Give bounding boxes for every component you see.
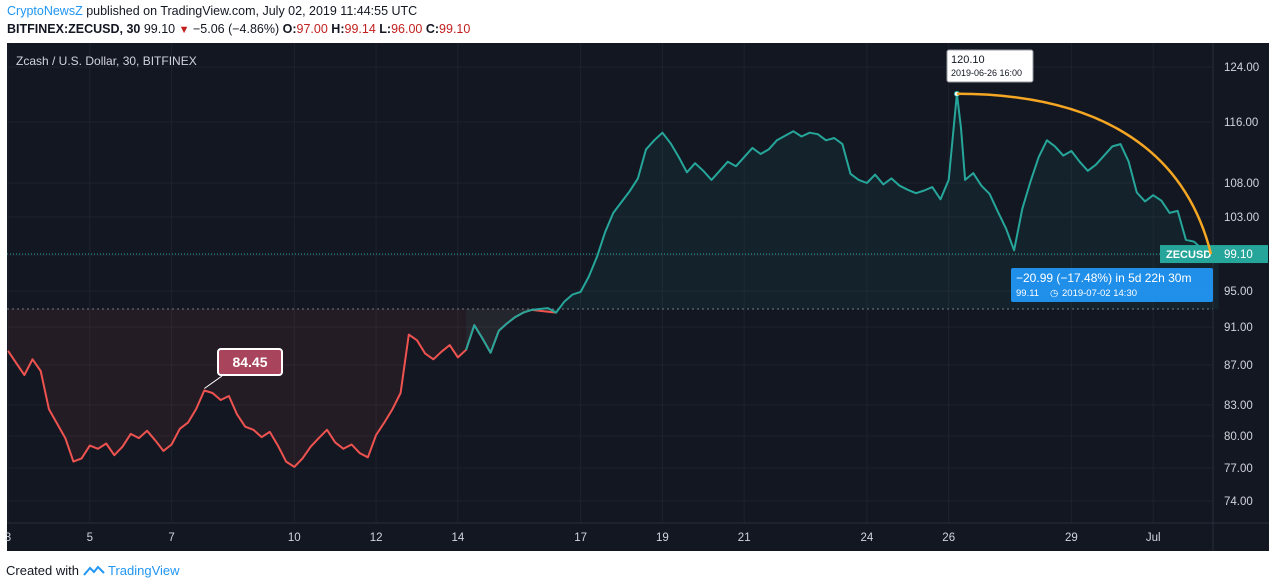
y-tick-label: 95.00 (1224, 286, 1253, 298)
symbol-label: BITFINEX:ZECUSD, 30 (7, 22, 141, 36)
x-tick-label: 12 (370, 532, 383, 544)
measure-date: 2019-07-02 14:30 (1062, 288, 1137, 299)
x-tick-label: Jul (1146, 532, 1161, 544)
tradingview-brand[interactable]: TradingView (107, 563, 180, 578)
x-tick-label: 5 (87, 532, 93, 544)
x-tick-label: 17 (574, 532, 587, 544)
x-tick-label: 3 (5, 532, 11, 544)
y-tick-label: 103.00 (1224, 212, 1259, 224)
down-area-fill (8, 309, 557, 467)
x-tick-label: 29 (1065, 532, 1078, 544)
low-callout-value: 84.45 (232, 354, 267, 370)
last-price: 99.10 (143, 22, 176, 36)
price-axis[interactable]: 124.00116.00108.00103.0099.0095.0091.008… (1160, 62, 1268, 508)
y-tick-label: 108.00 (1224, 178, 1259, 190)
series-line-down (7, 308, 557, 468)
y-tick-label: 116.00 (1224, 117, 1258, 129)
annotations: 84.45 120.10 2019-06-26 16:00 −20.99 (−17.4… (204, 49, 1213, 389)
series-line-up (465, 92, 1219, 354)
x-tick-label: 14 (452, 532, 465, 544)
published-text: published on TradingView.com, July 02, 2… (82, 4, 418, 18)
y-tick-label: 80.00 (1224, 431, 1253, 443)
close-label: C: (425, 22, 440, 36)
low-label: L: (379, 22, 392, 36)
y-tick-label: 74.00 (1224, 496, 1253, 508)
clock-icon: ◷ (1050, 288, 1059, 299)
x-tick-label: 26 (942, 532, 955, 544)
last-price-tag-bg (1160, 245, 1268, 264)
x-tick-label: 10 (288, 532, 301, 544)
footer: Created with TradingView (6, 563, 180, 578)
y-tick-label: 124.00 (1224, 62, 1259, 74)
measure-main: −20.99 (−17.48%) in 5d 22h 30m (1016, 271, 1191, 285)
low-callout-pointer (204, 375, 223, 389)
y-tick-label: 87.00 (1224, 360, 1253, 372)
high-callout-date: 2019-06-26 16:00 (951, 68, 1022, 78)
open-value: 97.00 (296, 22, 328, 36)
decline-arc (956, 92, 1213, 255)
price-change: −5.06 (−4.86%) (192, 22, 280, 36)
y-tick-label: 91.00 (1224, 322, 1253, 334)
low-callout-box (217, 348, 283, 376)
high-value: 99.14 (344, 22, 376, 36)
ohlc-line: BITFINEX:ZECUSD, 30 99.10 ▼ −5.06 (−4.86… (7, 22, 470, 36)
last-price-tag-symbol: ZECUSD (1166, 249, 1211, 261)
price-series (7, 92, 1219, 468)
open-label: O: (282, 22, 297, 36)
author-link[interactable]: CryptoNewsZ (7, 4, 83, 18)
low-value: 96.00 (391, 22, 423, 36)
x-tick-label: 19 (656, 532, 669, 544)
high-callout-value: 120.10 (951, 54, 985, 66)
last-price-tag-value: 99.10 (1224, 249, 1253, 261)
measure-price: 99.11 (1016, 288, 1039, 299)
high-callout-box (946, 49, 1034, 83)
close-value: 99.10 (439, 22, 471, 36)
down-triangle-icon: ▼ (178, 24, 190, 36)
high-label: H: (331, 22, 345, 36)
y-tick-label: 83.00 (1224, 400, 1253, 412)
y-tick-label: 77.00 (1224, 463, 1253, 475)
created-with-text: Created with (6, 563, 79, 578)
last-price-tag: ZECUSD 99.10 (1160, 245, 1268, 264)
x-tick-label: 21 (738, 532, 751, 544)
x-tick-label: 7 (168, 532, 174, 544)
publish-line: CryptoNewsZ published on TradingView.com… (7, 4, 417, 18)
measure-box (1011, 268, 1213, 302)
tradingview-logo-icon (83, 565, 105, 576)
time-axis[interactable]: 3 5 7 10 12 14 17 19 21 24 26 29 Jul (5, 532, 1161, 544)
chart-title: Zcash / U.S. Dollar, 30, BITFINEX (16, 54, 197, 68)
x-tick-label: 24 (861, 532, 874, 544)
